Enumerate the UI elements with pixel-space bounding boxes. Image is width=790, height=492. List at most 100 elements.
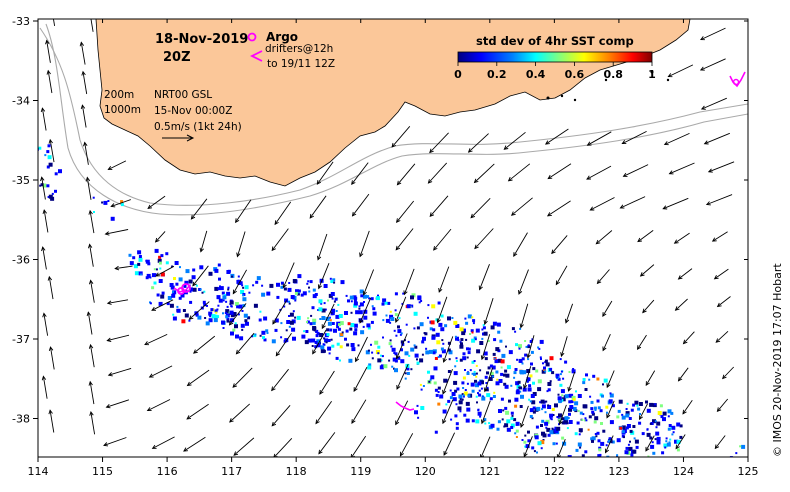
drifter-legend-to: to 19/11 12Z	[267, 58, 335, 70]
y-tick-label: -33	[12, 15, 30, 28]
current-vector-arrow	[716, 296, 731, 308]
x-tick-label: 120	[415, 465, 436, 478]
current-vector-arrow	[707, 161, 735, 173]
current-vector-arrow	[403, 268, 415, 296]
x-tick-label: 119	[350, 465, 371, 478]
current-vector-arrow	[106, 334, 130, 342]
current-vector-arrow	[47, 275, 54, 300]
current-vector-arrow	[713, 268, 729, 280]
current-vector-arrow	[151, 299, 174, 311]
current-vector-arrow	[395, 200, 415, 223]
colorbar-tick-label: 0.4	[526, 68, 546, 81]
current-vector-arrow	[155, 265, 175, 277]
colorbar-title: std dev of 4hr SST comp	[476, 34, 634, 48]
current-vector-arrow	[395, 333, 408, 360]
x-tick-label: 122	[544, 465, 565, 478]
drifter-track	[395, 401, 415, 411]
colorbar	[457, 51, 653, 63]
current-vector-arrow	[399, 433, 414, 457]
current-vector-arrow	[639, 403, 648, 421]
drifter-legend-label: drifters@12h	[265, 43, 333, 55]
current-vector-arrow	[711, 231, 728, 242]
current-vector-arrow	[520, 405, 529, 428]
current-vector-arrow	[442, 336, 454, 363]
current-vector-arrow	[474, 228, 494, 250]
x-tick-label: 116	[157, 465, 178, 478]
current-vector-arrow	[315, 400, 332, 425]
current-vector-arrow	[700, 97, 727, 110]
current-vector-arrow	[427, 162, 448, 184]
current-vector-arrow	[192, 265, 209, 287]
current-vector-arrow	[567, 371, 576, 392]
current-vector-arrow	[88, 209, 95, 234]
current-vector-arrow	[480, 400, 491, 425]
current-vector-arrow	[429, 195, 449, 218]
current-vector-arrow	[88, 380, 95, 405]
current-vector-arrow	[190, 198, 208, 220]
current-vector-arrow	[362, 269, 375, 296]
current-vector-arrow	[555, 265, 568, 286]
current-vector-arrow	[83, 141, 89, 165]
current-vector-arrow	[663, 132, 690, 146]
current-vector-arrow	[104, 229, 129, 236]
current-vector-arrow	[318, 432, 336, 455]
current-vector-arrow	[483, 367, 494, 393]
title-time: 20Z	[163, 50, 191, 65]
current-vector-arrow	[351, 162, 369, 185]
current-vector-arrow	[86, 311, 93, 335]
drifter-track	[729, 71, 746, 88]
current-vector-arrow	[714, 435, 726, 450]
colorbar-tick-label: 1	[648, 68, 656, 81]
current-vector-arrow	[467, 133, 489, 153]
y-axis: -33 -34 -35 -36 -37 -38	[12, 15, 748, 426]
current-vector-arrow	[232, 269, 247, 295]
x-tick-label: 123	[608, 465, 629, 478]
current-vector-arrow	[523, 366, 532, 390]
current-vector-arrow	[596, 269, 610, 285]
current-vector-arrow	[513, 232, 528, 257]
current-vector-arrow	[507, 163, 531, 182]
current-vector-arrow	[716, 398, 729, 413]
current-vector-arrow	[359, 297, 372, 324]
current-vector-arrow	[90, 19, 94, 32]
y-tick-label: -34	[12, 95, 30, 108]
current-vector-arrow	[586, 131, 612, 146]
current-vector-arrow	[186, 369, 210, 387]
current-vector-arrow	[586, 165, 612, 180]
x-tick-label: 121	[479, 465, 500, 478]
current-vector-arrow	[316, 161, 334, 185]
current-vector-arrow	[667, 64, 694, 78]
current-vector-arrow	[106, 299, 129, 305]
current-vector-arrow	[52, 19, 56, 26]
current-vector-arrow	[677, 367, 689, 382]
colorbar-tick-label: 0.6	[565, 68, 585, 81]
current-vector-arrow	[79, 41, 86, 65]
current-vector-arrow	[193, 335, 216, 354]
current-vector-arrow	[394, 296, 407, 324]
current-vector-arrow	[271, 405, 291, 427]
current-vector-arrow	[715, 330, 729, 343]
current-vector-arrow	[473, 163, 495, 184]
current-vectors	[40, 19, 735, 457]
current-vector-arrow	[235, 199, 252, 224]
current-vector-arrow	[483, 298, 494, 326]
current-vector-arrow	[80, 104, 87, 128]
current-vector-arrow	[48, 346, 55, 370]
current-vector-arrow	[589, 197, 615, 211]
current-vector-arrow	[619, 196, 646, 209]
current-vector-arrow	[395, 228, 414, 251]
plot-area	[38, 19, 748, 457]
credit-label: © IMOS 20-Nov-2019 17:07 Hobart	[771, 263, 784, 457]
current-vector-arrow	[233, 437, 255, 456]
colorbar-tick-label: 0.8	[603, 68, 623, 81]
current-vector-arrow	[395, 400, 409, 426]
current-vector-arrow	[85, 176, 92, 200]
current-vector-arrow	[45, 39, 51, 63]
current-vector-arrow	[351, 193, 370, 217]
current-vector-arrow	[89, 411, 96, 435]
current-vector-arrow	[621, 130, 647, 145]
current-vector-arrow	[443, 432, 456, 456]
current-vector-arrow	[551, 235, 568, 255]
x-tick-label: 115	[92, 465, 113, 478]
drifter-tracks	[173, 71, 746, 411]
